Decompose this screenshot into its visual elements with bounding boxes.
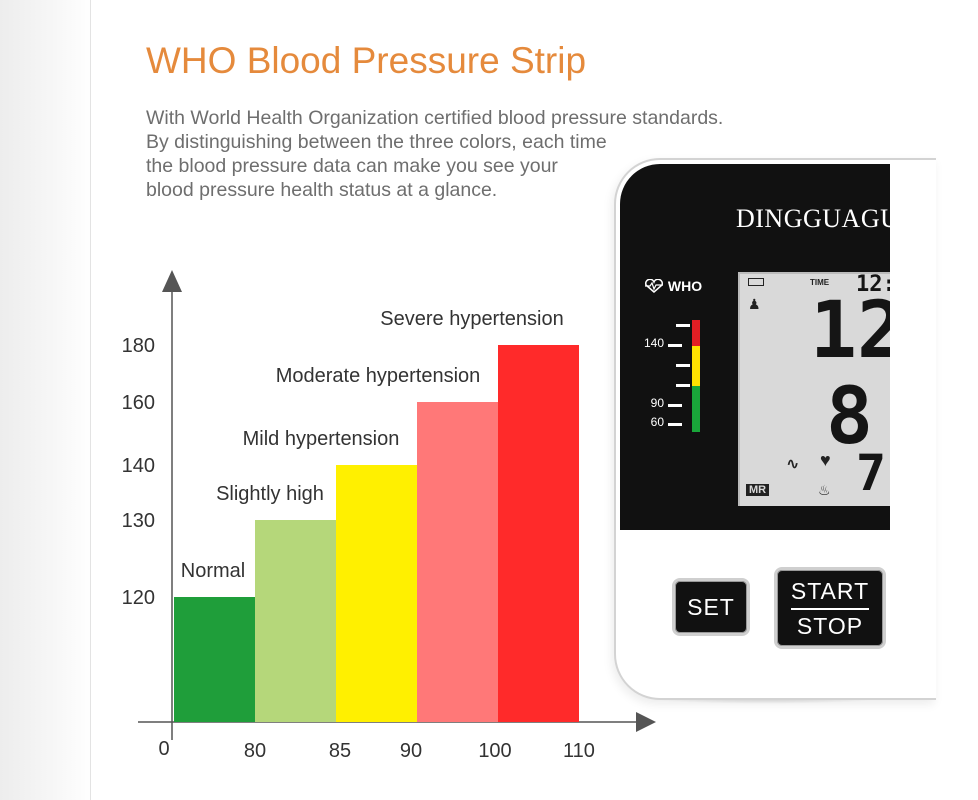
y-tick-label: 120: [122, 587, 155, 609]
set-button[interactable]: SET: [672, 578, 750, 636]
strip-tick: [668, 404, 682, 407]
y-tick-label: 160: [122, 392, 155, 414]
bar-3: [336, 465, 417, 722]
heart-icon: ♥: [820, 450, 831, 470]
x-tick-label: 110: [563, 740, 595, 762]
bar-label: Slightly high: [216, 483, 324, 505]
strip-label: 140: [643, 336, 664, 350]
strip-red-segment: [692, 320, 700, 346]
x-tick-label: 85: [329, 740, 351, 762]
bar-5: [498, 345, 579, 722]
strip-label: 90: [650, 396, 664, 410]
strip-tick: [676, 324, 690, 327]
description-line: the blood pressure data can make you see…: [146, 155, 558, 177]
who-badge: WHO: [644, 278, 702, 294]
time-value: 12:: [856, 272, 890, 297]
user-icon: ♟: [748, 296, 761, 312]
description-line: By distinguishing between the three colo…: [146, 131, 607, 153]
heartbeat-icon: [644, 279, 664, 293]
brand-name: DINGGUAGU: [736, 204, 890, 233]
start-stop-button[interactable]: START STOP: [774, 567, 886, 649]
y-axis-arrow: [162, 270, 182, 292]
bar-label: Normal: [181, 560, 245, 582]
bar-4: [417, 402, 498, 722]
strip-yellow-segment: [692, 346, 700, 386]
who-label: WHO: [667, 278, 703, 294]
battery-icon: [748, 278, 764, 286]
strip-tick: [676, 384, 690, 387]
memory-recall-label: MR: [746, 484, 770, 496]
button-divider: [791, 608, 869, 610]
lcd-screen: TIME 12: ♟ 12 8 ∿ ♥ 7 ♨ MR: [738, 272, 890, 506]
stop-label: STOP: [796, 613, 864, 639]
strip-green-segment: [692, 386, 700, 432]
y-tick-label: 140: [122, 455, 155, 477]
left-edge-shade: [0, 0, 92, 800]
description: With World Health Organization certified…: [146, 106, 723, 202]
strip-tick: [676, 364, 690, 367]
systolic-reading: 12: [810, 286, 890, 376]
bar-2: [255, 520, 336, 722]
time-label: TIME: [810, 278, 830, 287]
x-tick-label: 100: [478, 740, 511, 762]
x-origin-label: 0: [158, 738, 169, 760]
bar-1: [174, 597, 255, 722]
page-title: WHO Blood Pressure Strip: [146, 40, 587, 81]
alarm-bell-icon: ♨: [818, 482, 831, 498]
diastolic-reading: 8: [826, 372, 873, 462]
device-display-panel: DINGGUAGU WHO 140 90 60 TIME 12: ♟ 12 8 …: [620, 164, 890, 530]
start-label: START: [790, 578, 870, 604]
strip-label: 60: [650, 415, 664, 429]
description-line: blood pressure health status at a glance…: [146, 179, 498, 201]
pulse-reading: 7: [856, 444, 887, 502]
pulse-wave-icon: ∿: [786, 456, 800, 473]
bar-label: Severe hypertension: [380, 308, 563, 330]
description-line: With World Health Organization certified…: [146, 107, 724, 129]
strip-tick: [668, 423, 682, 426]
x-tick-label: 90: [400, 740, 422, 762]
y-tick-label: 130: [122, 510, 155, 532]
y-tick-label: 180: [122, 335, 155, 357]
bar-label: Moderate hypertension: [276, 365, 481, 387]
bar-label: Mild hypertension: [243, 428, 400, 450]
x-tick-label: 80: [244, 740, 266, 762]
strip-tick: [668, 344, 682, 347]
left-edge-line: [90, 0, 91, 800]
x-axis-arrow: [636, 712, 656, 732]
